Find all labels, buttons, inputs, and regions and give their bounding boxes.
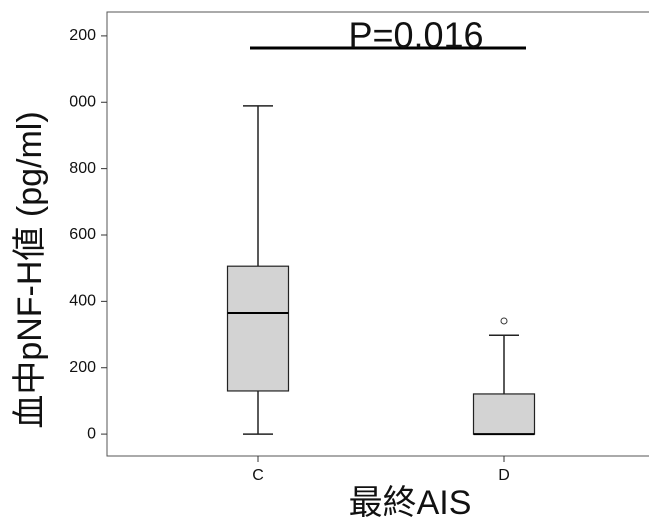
x-tick-label: D [498, 467, 510, 484]
y-tick-label: 200 [69, 27, 96, 44]
y-axis-title: 血中pNF-H値 (pg/ml) [11, 111, 49, 428]
outlier [500, 317, 508, 325]
x-tick-label: C [252, 467, 264, 484]
y-tick-label: 400 [69, 293, 96, 310]
plot-frame [106, 11, 649, 457]
box [472, 393, 536, 435]
y-tick-label: 600 [69, 226, 96, 243]
y-tick-label: 200 [69, 359, 96, 376]
x-axis-title: 最終AIS [349, 484, 472, 522]
y-tick-label: 000 [69, 93, 96, 110]
significance-label: P=0.016 [348, 15, 483, 56]
box [226, 265, 290, 392]
y-tick-label: 800 [69, 160, 96, 177]
y-tick-label: 0 [87, 425, 96, 442]
